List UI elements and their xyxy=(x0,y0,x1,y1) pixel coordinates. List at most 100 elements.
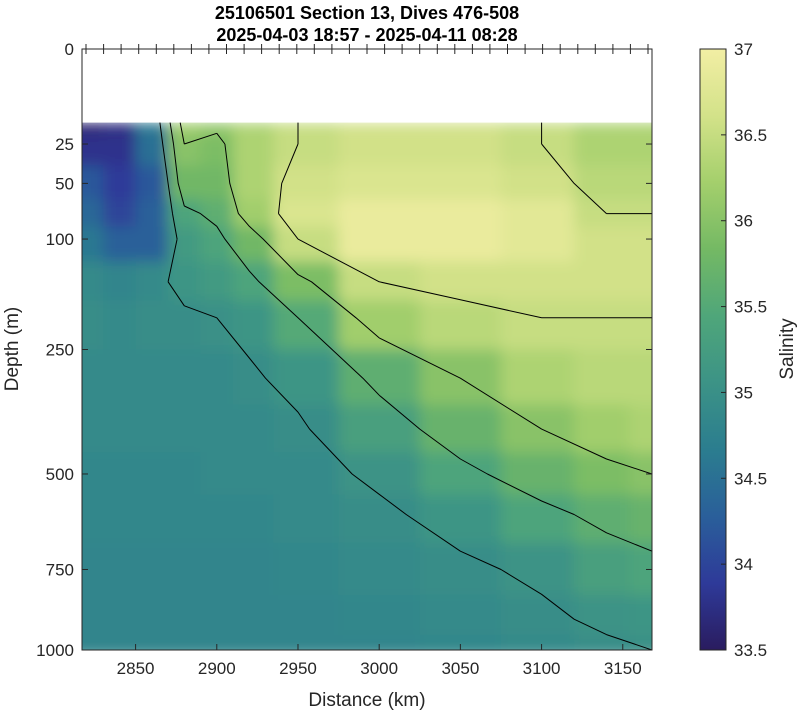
heatmap-cell xyxy=(419,404,502,453)
heatmap-cell xyxy=(135,594,169,636)
heatmap-cell xyxy=(574,494,631,544)
heatmap-cell xyxy=(233,261,275,302)
heatmap-cell xyxy=(82,634,104,650)
heatmap-cell xyxy=(273,165,340,201)
heatmap-cell xyxy=(103,122,137,135)
heatmap-cell xyxy=(501,594,575,636)
heatmap-cell xyxy=(419,634,502,650)
heatmap-cell xyxy=(273,226,340,263)
heatmap-cell xyxy=(419,122,502,135)
heatmap-cell xyxy=(82,226,104,263)
heatmap-cell xyxy=(103,226,137,263)
heatmap-cell xyxy=(338,634,421,650)
heatmap-cell xyxy=(574,594,631,636)
heatmap-cell xyxy=(135,261,169,302)
heatmap-cell xyxy=(273,594,340,636)
heatmap-cell xyxy=(233,494,275,544)
x-tick-label: 2900 xyxy=(198,659,236,678)
heatmap-cell xyxy=(419,165,502,201)
colorbar-tick-label: 33.5 xyxy=(734,641,767,660)
heatmap-cell xyxy=(135,452,169,496)
heatmap-cell xyxy=(338,452,421,496)
heatmap-cell xyxy=(135,226,169,263)
heatmap-cell xyxy=(103,165,137,201)
heatmap-cell xyxy=(273,199,340,228)
heatmap-cell xyxy=(629,226,652,263)
salinity-contours xyxy=(159,122,652,650)
heatmap-cell xyxy=(273,404,340,453)
heatmap-cell xyxy=(501,261,575,302)
heatmap-cell xyxy=(629,349,652,406)
heatmap-cell xyxy=(233,165,275,201)
heatmap-cell xyxy=(103,542,137,596)
heatmap-cell xyxy=(338,300,421,351)
plot-area xyxy=(82,49,652,650)
heatmap-cell xyxy=(501,165,575,201)
y-axis-label: Depth (m) xyxy=(2,307,23,391)
heatmap-cell xyxy=(501,494,575,544)
heatmap-cell xyxy=(273,122,340,135)
heatmap-cell xyxy=(82,199,104,228)
y-tick-label: 100 xyxy=(46,230,74,249)
heatmap-cell xyxy=(82,300,104,351)
heatmap-cell xyxy=(103,594,137,636)
heatmap-cell xyxy=(82,261,104,302)
heatmap-cell xyxy=(135,300,169,351)
salinity-heatmap xyxy=(82,122,652,650)
heatmap-cell xyxy=(419,134,502,167)
heatmap-cell xyxy=(574,349,631,406)
heatmap-cell xyxy=(233,452,275,496)
colorbar-tick-label: 37 xyxy=(734,40,753,59)
heatmap-cell xyxy=(200,122,234,135)
heatmap-cell xyxy=(168,494,202,544)
heatmap-cell xyxy=(103,300,137,351)
heatmap-cell xyxy=(501,199,575,228)
heatmap-cell xyxy=(338,199,421,228)
heatmap-cell xyxy=(82,122,104,135)
heatmap-cell xyxy=(338,226,421,263)
heatmap-cell xyxy=(200,300,234,351)
x-tick-label: 3100 xyxy=(523,659,561,678)
heatmap-cell xyxy=(629,165,652,201)
heatmap-cell xyxy=(501,122,575,135)
heatmap-cell xyxy=(135,122,169,135)
heatmap-cell xyxy=(103,404,137,453)
heatmap-cell xyxy=(200,634,234,650)
heatmap-cell xyxy=(338,494,421,544)
colorbar-tick-label: 35 xyxy=(734,383,753,402)
heatmap-cell xyxy=(419,261,502,302)
heatmap-cell xyxy=(103,634,137,650)
heatmap-cell xyxy=(273,134,340,167)
heatmap-cell xyxy=(574,134,631,167)
heatmap-cell xyxy=(82,349,104,406)
heatmap-cell xyxy=(82,594,104,636)
no-data-band xyxy=(82,49,652,123)
heatmap-cell xyxy=(103,494,137,544)
y-tick-label: 750 xyxy=(46,560,74,579)
heatmap-cell xyxy=(629,300,652,351)
heatmap-cell xyxy=(233,199,275,228)
heatmap-cell xyxy=(273,452,340,496)
heatmap-cell xyxy=(501,404,575,453)
colorbar-ticks: 33.5 34 34.5 35 35.5 36 36.5 37 xyxy=(721,40,767,660)
heatmap-cell xyxy=(574,634,631,650)
heatmap-cell xyxy=(338,404,421,453)
x-axis-ticks: 2850 2900 2950 3000 3050 3100 3150 xyxy=(117,644,642,678)
heatmap-cell xyxy=(501,542,575,596)
heatmap-cell xyxy=(273,542,340,596)
heatmap-cell xyxy=(200,261,234,302)
heatmap-cell xyxy=(338,594,421,636)
heatmap-cell xyxy=(629,404,652,453)
heatmap-cell xyxy=(103,349,137,406)
heatmap-cell xyxy=(629,261,652,302)
heatmap-cell xyxy=(574,165,631,201)
heatmap-cell xyxy=(168,404,202,453)
x-tick-label: 3050 xyxy=(441,659,479,678)
heatmap-cell xyxy=(200,226,234,263)
heatmap-cell xyxy=(419,300,502,351)
heatmap-cell xyxy=(200,165,234,201)
contour-line xyxy=(278,122,652,319)
heatmap-cell xyxy=(103,261,137,302)
heatmap-cell xyxy=(574,542,631,596)
